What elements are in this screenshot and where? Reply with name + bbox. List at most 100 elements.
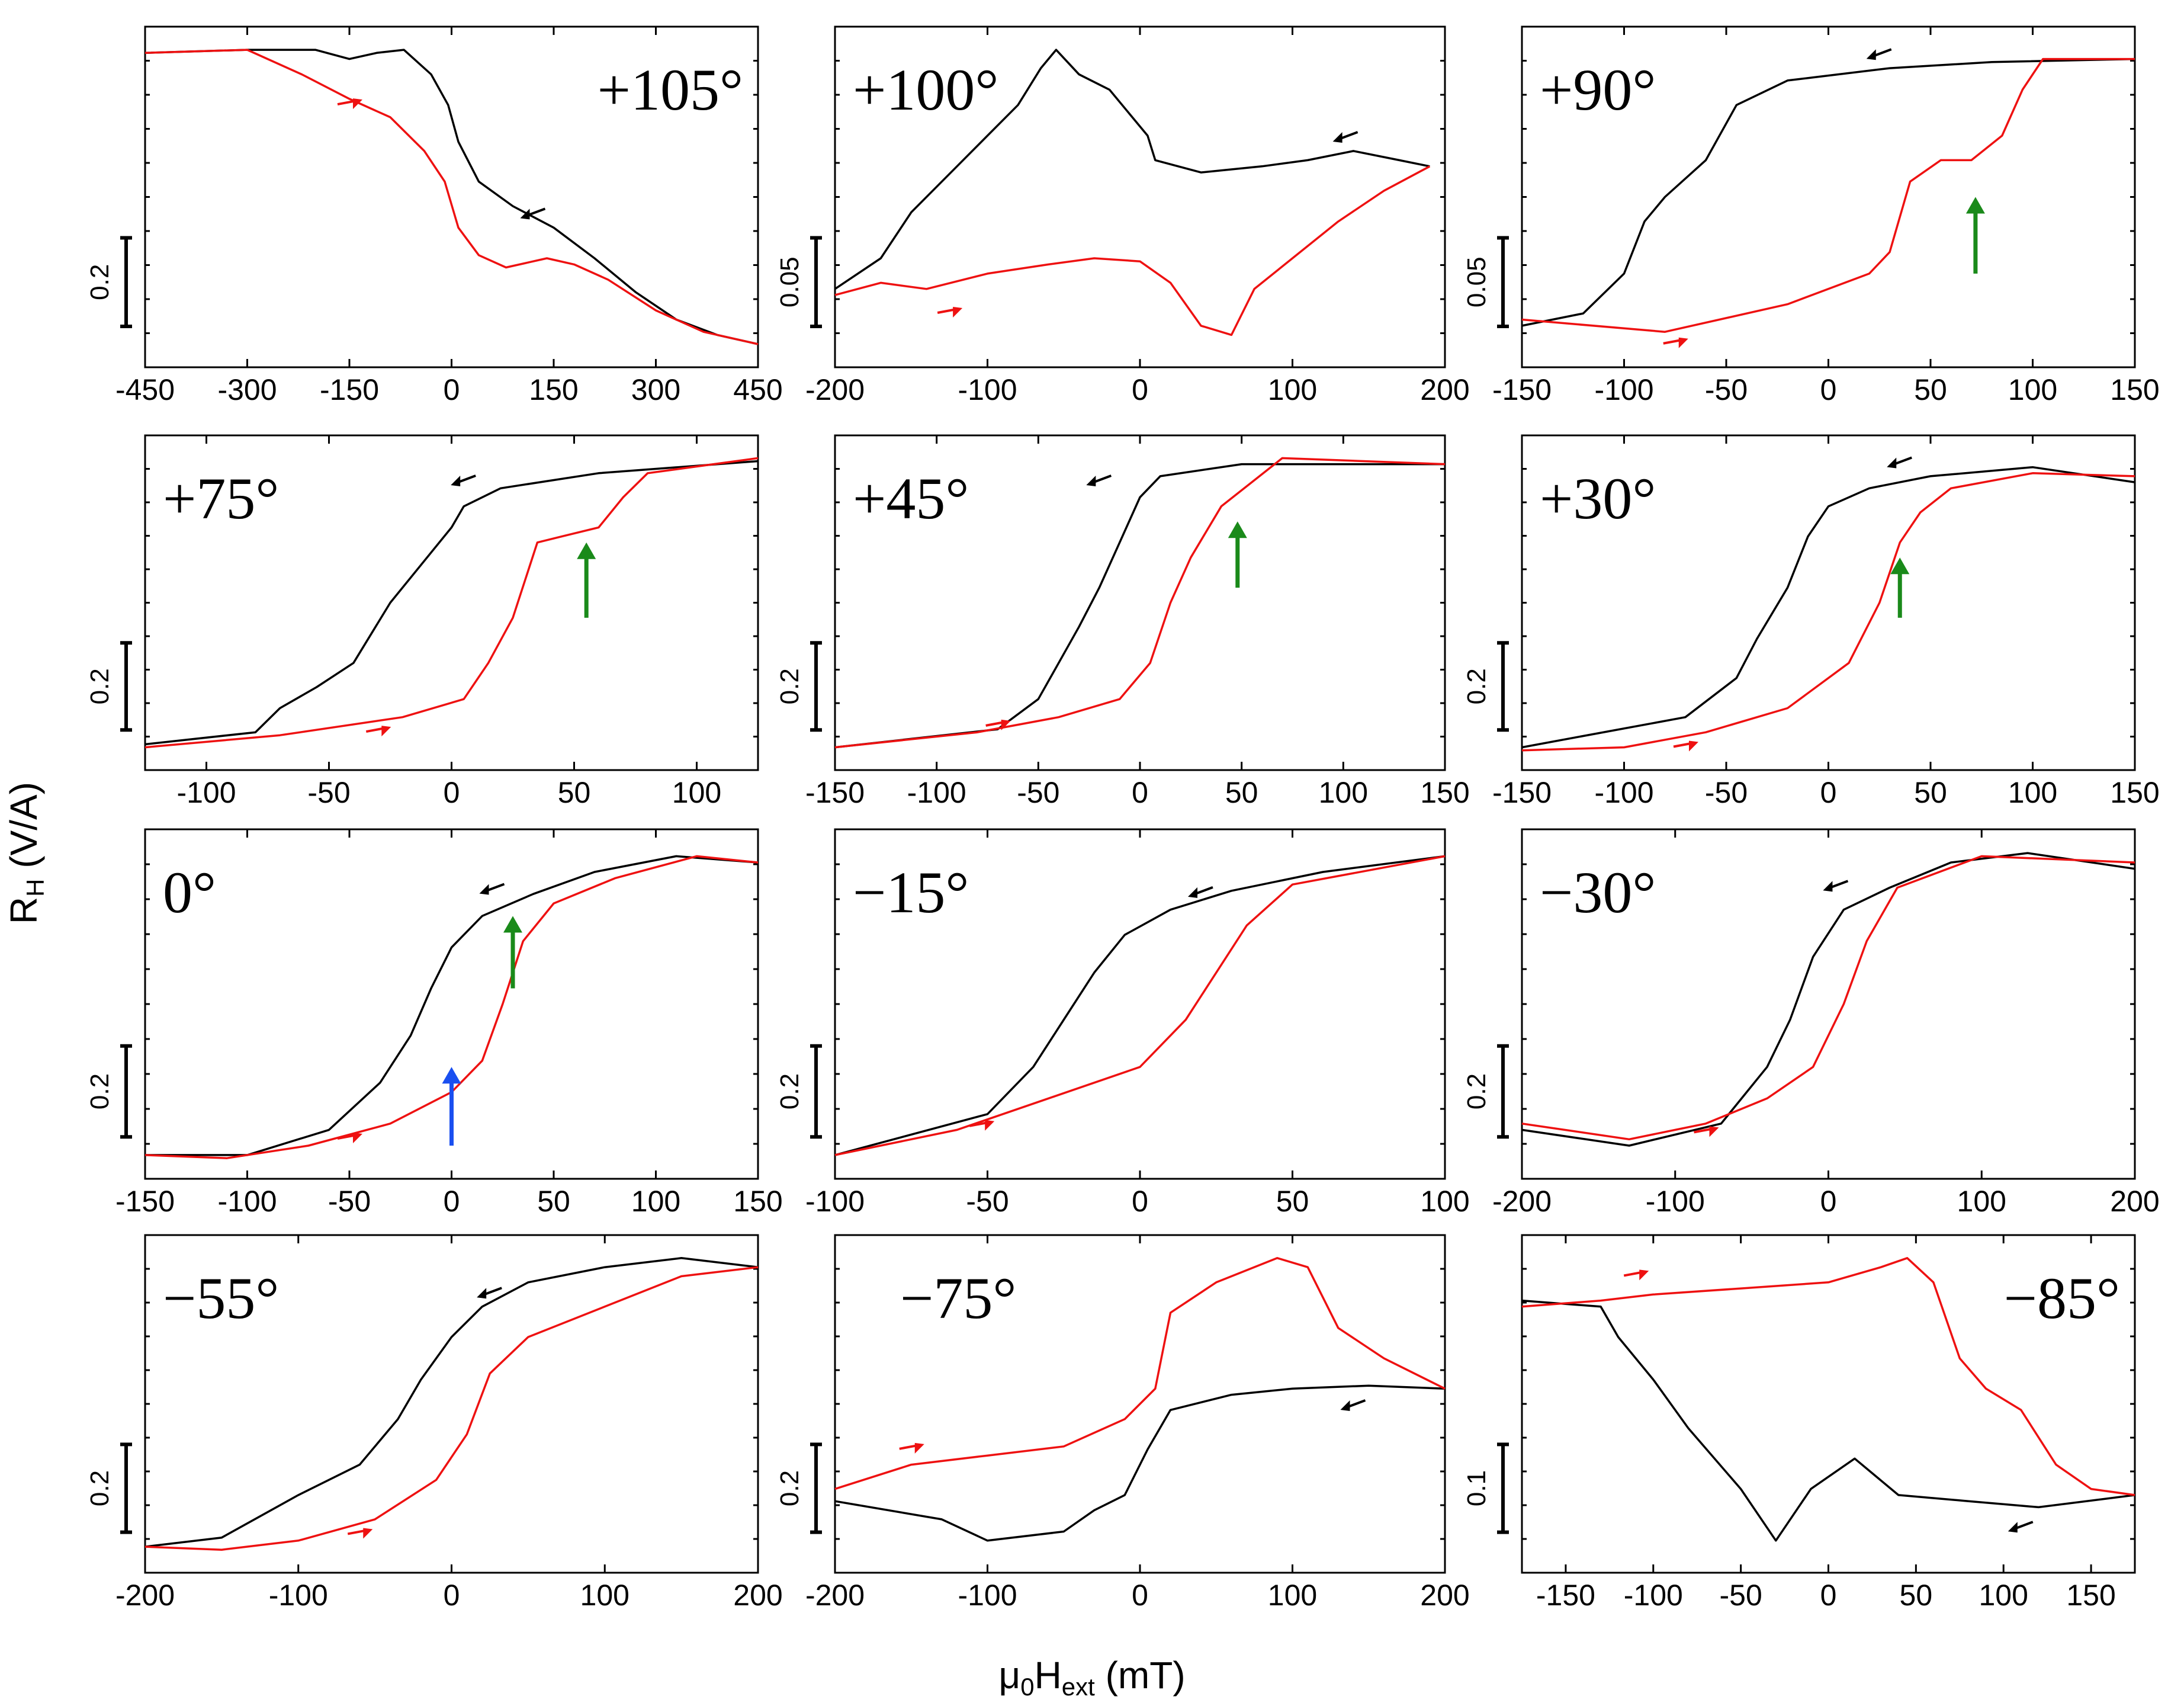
x-tick-label: 150 [733, 1185, 782, 1218]
panel-8: -100 -50 0 50 100 0.2 −15° [775, 828, 1470, 1218]
sweep-up-arrow-icon [337, 1133, 362, 1144]
x-tick-label: 100 [1268, 373, 1317, 406]
panel-7: -150 -100 -50 0 50 100 150 0.2 0° [85, 828, 783, 1218]
x-tick-label: -100 [269, 1579, 328, 1612]
curve-sweep-down [145, 855, 759, 1156]
curve-sweep-down [1521, 852, 2135, 1147]
curve-sweep-up [144, 457, 759, 749]
green-up-arrow-icon [577, 542, 596, 618]
x-axis-title-sub0: 0 [1020, 1673, 1034, 1701]
arrow-head [363, 1528, 373, 1539]
scale-bar [120, 1044, 132, 1139]
x-tick-label: -150 [1492, 776, 1552, 809]
x-tick-label: -450 [115, 373, 175, 406]
arrow-head [953, 306, 963, 318]
curve-sweep-down [834, 855, 1446, 1156]
x-tick-label: -150 [1536, 1579, 1595, 1612]
x-tick-label: -150 [805, 776, 865, 809]
x-axis-title-H: H [1035, 1654, 1062, 1697]
sweep-down-arrow-icon [1887, 456, 1912, 469]
scale-bar-label: 0.2 [775, 1073, 804, 1109]
x-tick-label: 0 [1820, 373, 1837, 406]
sweep-down-arrow-icon [1188, 886, 1213, 898]
sweep-down-arrow-icon [451, 474, 476, 487]
scale-bar-label: 0.2 [85, 1073, 114, 1109]
x-tick-label: 100 [2008, 373, 2057, 406]
x-tick-label: 300 [631, 373, 680, 406]
arrow-head [1340, 1400, 1350, 1411]
panel-12: -150 -100 -50 0 50 100 150 0.1 −85° [1462, 1234, 2136, 1612]
panel-3: -150 -100 -50 0 50 100 150 0.05 +90° [1462, 25, 2160, 406]
x-tick-label: 100 [580, 1579, 629, 1612]
scale-bar-label: 0.2 [1462, 668, 1491, 704]
panels: -450 -300 -150 0 150 300 450 0.2 +105° -200 -100 0 1… [85, 25, 2160, 1612]
arrow-head [1890, 557, 1910, 575]
y-axis-title-subscript: H [21, 879, 49, 897]
blue-up-arrow-icon [442, 1067, 461, 1146]
curve-sweep-down [1521, 57, 2135, 327]
arrow-head [451, 476, 461, 487]
panel-1: -450 -300 -150 0 150 300 450 0.2 +105° [85, 25, 783, 406]
sweep-down-arrow-icon [2008, 1521, 2034, 1533]
x-tick-label: 100 [2008, 776, 2057, 809]
scale-bar-label: 0.2 [85, 1470, 114, 1506]
curve-sweep-up [1521, 57, 2135, 333]
x-tick-label: 150 [2110, 776, 2159, 809]
sweep-down-arrow-icon [1086, 474, 1112, 487]
curve-sweep-down [1521, 466, 2135, 749]
panel-6: -150 -100 -50 0 50 100 150 0.2 +30° [1462, 434, 2160, 809]
green-up-arrow-icon [1228, 521, 1247, 588]
sweep-up-arrow-icon [937, 306, 963, 318]
scale-bar [120, 641, 132, 732]
curve-sweep-up [1521, 1257, 2135, 1496]
x-tick-label: -200 [115, 1579, 175, 1612]
x-tick-label: -100 [805, 1185, 865, 1218]
scale-bar [1497, 236, 1509, 328]
panel-11: -200 -100 0 100 200 0.2 −75° [775, 1234, 1470, 1612]
curve-sweep-up [144, 49, 759, 345]
x-tick-label: -100 [1594, 373, 1653, 406]
panel-2: -200 -100 0 100 200 0.05 +100° [775, 25, 1470, 406]
arrow-head [381, 726, 391, 737]
x-tick-label: 150 [1420, 776, 1469, 809]
curve-sweep-down [144, 49, 759, 345]
x-axis-title-subext: ext [1062, 1673, 1095, 1701]
x-tick-label: -300 [217, 373, 277, 406]
arrow-head [1709, 1126, 1719, 1137]
curve-sweep-down [144, 460, 759, 746]
scale-bar-label: 0.2 [775, 1470, 804, 1506]
panel-angle-label: +75° [163, 466, 279, 531]
panel-angle-label: +105° [598, 57, 743, 123]
x-tick-label: 0 [1132, 1185, 1148, 1218]
curve-sweep-up [1521, 472, 2135, 752]
arrow-head [1639, 1269, 1649, 1281]
arrow-head [2008, 1522, 2018, 1533]
scale-bar-label: 0.2 [1462, 1073, 1491, 1109]
arrow-head [442, 1067, 461, 1084]
x-tick-label: 50 [1914, 776, 1947, 809]
scale-bar [810, 641, 822, 732]
x-tick-label: 0 [1820, 1579, 1837, 1612]
arrow-head [1866, 49, 1876, 60]
x-tick-label: 100 [1420, 1185, 1469, 1218]
panel-10: -200 -100 0 100 200 0.2 −55° [85, 1234, 783, 1612]
x-tick-label: 100 [1319, 776, 1368, 809]
scale-bar-label: 0.05 [1462, 256, 1491, 307]
scale-bar-label: 0.05 [775, 256, 804, 307]
panel-angle-label: −85° [2004, 1265, 2120, 1331]
x-tick-label: -200 [805, 373, 865, 406]
sweep-down-arrow-icon [1340, 1399, 1366, 1411]
sweep-down-arrow-icon [1866, 48, 1892, 60]
sweep-down-arrow-icon [479, 883, 505, 895]
x-tick-label: -150 [115, 1185, 175, 1218]
x-tick-label: -100 [907, 776, 966, 809]
green-up-arrow-icon [1965, 197, 1985, 274]
sweep-down-arrow-icon [1332, 131, 1358, 143]
arrow-head [503, 916, 522, 933]
sweep-up-arrow-icon [365, 726, 391, 737]
x-tick-label: 200 [2110, 1185, 2159, 1218]
scale-bar [1497, 641, 1509, 732]
sweep-down-arrow-icon [520, 207, 546, 220]
x-tick-label: 0 [444, 1579, 460, 1612]
